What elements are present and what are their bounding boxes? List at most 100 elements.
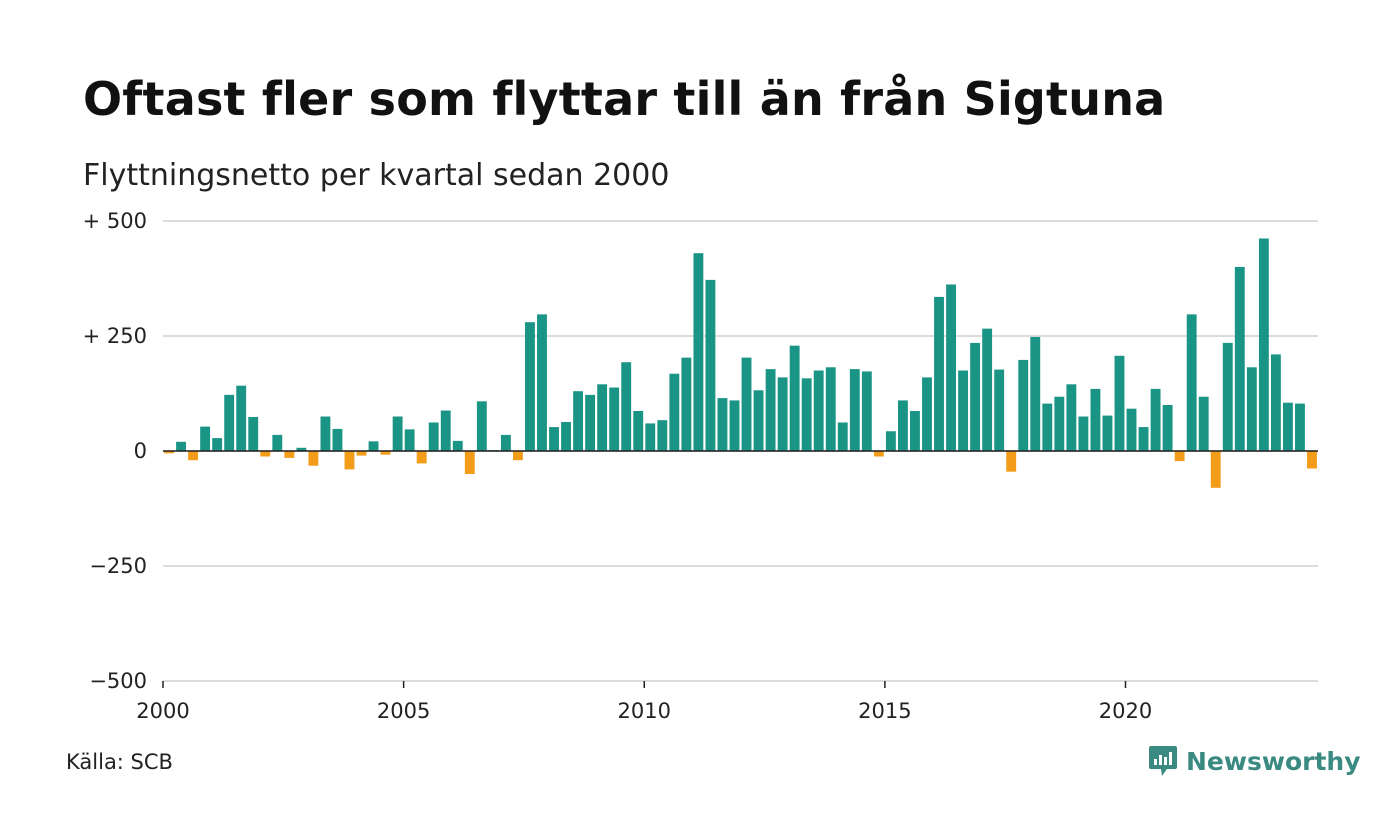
bar <box>476 401 487 451</box>
bar <box>1102 415 1113 451</box>
bar <box>910 410 920 451</box>
bar <box>248 416 259 451</box>
bar <box>897 400 908 451</box>
bar <box>813 370 824 451</box>
bar <box>200 426 211 451</box>
bar <box>633 410 644 451</box>
bar <box>440 410 451 451</box>
y-tick-label: −500 <box>89 669 147 693</box>
bar <box>344 451 355 470</box>
bar <box>176 441 186 451</box>
bar <box>500 434 511 451</box>
bar <box>260 451 271 457</box>
bar <box>236 385 247 451</box>
x-tick-label: 2010 <box>618 699 671 723</box>
bar <box>1222 342 1233 451</box>
bar <box>970 342 981 451</box>
bar <box>380 451 391 455</box>
bar <box>1282 402 1293 451</box>
x-tick-label: 2000 <box>136 699 189 723</box>
bar <box>356 451 367 456</box>
bar <box>1234 267 1245 451</box>
bar <box>164 451 174 454</box>
bar <box>1126 408 1137 451</box>
y-tick-label: + 250 <box>83 324 147 348</box>
bar <box>946 284 956 451</box>
bar <box>585 394 596 451</box>
bar <box>597 384 608 451</box>
brand-name: Newsworthy <box>1186 746 1361 776</box>
bar <box>1138 427 1149 451</box>
bar <box>1018 359 1029 451</box>
bar <box>537 314 547 451</box>
y-tick-label: 0 <box>134 439 147 463</box>
bar <box>729 400 740 451</box>
bar <box>1174 451 1185 462</box>
bar <box>1162 405 1173 451</box>
bar <box>1054 396 1065 451</box>
chart-subtitle: Flyttningsnetto per kvartal sedan 2000 <box>83 158 670 193</box>
bar <box>873 451 884 457</box>
bar <box>212 438 223 451</box>
bar <box>320 416 331 451</box>
bar <box>1030 336 1041 451</box>
bar <box>561 422 571 451</box>
y-tick-label: + 500 <box>83 209 147 233</box>
bar <box>741 357 752 451</box>
bar <box>188 451 199 461</box>
bar <box>404 429 415 451</box>
bar <box>717 398 728 451</box>
bar <box>669 373 680 451</box>
bar <box>1295 403 1305 451</box>
bar <box>922 377 932 451</box>
bar <box>934 296 944 451</box>
bar <box>621 362 632 451</box>
bar <box>296 447 307 451</box>
x-tick-label: 2020 <box>1099 699 1152 723</box>
y-tick-label: −250 <box>89 554 147 578</box>
bar <box>861 371 872 451</box>
source-note: Källa: SCB <box>66 750 173 774</box>
bar <box>512 451 523 461</box>
bar <box>428 422 439 451</box>
bar <box>982 328 993 451</box>
bar <box>464 451 475 474</box>
bar <box>1210 451 1221 488</box>
bar <box>681 357 692 451</box>
bar <box>1198 396 1209 451</box>
bar <box>368 441 379 451</box>
bar <box>958 370 969 451</box>
bar <box>272 434 283 451</box>
bar <box>1114 355 1125 451</box>
brand-logo[interactable]: Newsworthy <box>1148 744 1361 778</box>
newsworthy-logo-icon <box>1149 746 1177 776</box>
bar <box>801 378 812 451</box>
bar <box>284 451 295 458</box>
chart-title: Oftast fler som flyttar till än från Sig… <box>83 72 1166 126</box>
bar <box>693 253 704 451</box>
x-axis-labels: 2000 2005 2010 2015 2020 <box>136 681 1152 723</box>
bar <box>549 427 559 451</box>
bar <box>1186 314 1197 451</box>
bar <box>1078 416 1089 451</box>
bar <box>452 440 463 451</box>
bar <box>657 420 668 451</box>
bar <box>1066 384 1077 451</box>
bar <box>994 369 1005 451</box>
bar <box>645 423 656 451</box>
bar <box>1006 451 1017 472</box>
y-axis-labels: + 500 + 250 0 −250 −500 <box>83 209 147 693</box>
bar <box>308 451 319 466</box>
x-tick-label: 2015 <box>858 699 911 723</box>
bars <box>163 238 1318 488</box>
bar <box>777 377 788 451</box>
bar <box>1307 451 1317 469</box>
bar <box>1042 403 1053 451</box>
bar <box>1246 367 1257 451</box>
bar <box>332 428 343 451</box>
bar <box>789 345 800 451</box>
bar <box>1090 388 1101 451</box>
bar <box>825 367 836 451</box>
bar <box>224 394 235 451</box>
